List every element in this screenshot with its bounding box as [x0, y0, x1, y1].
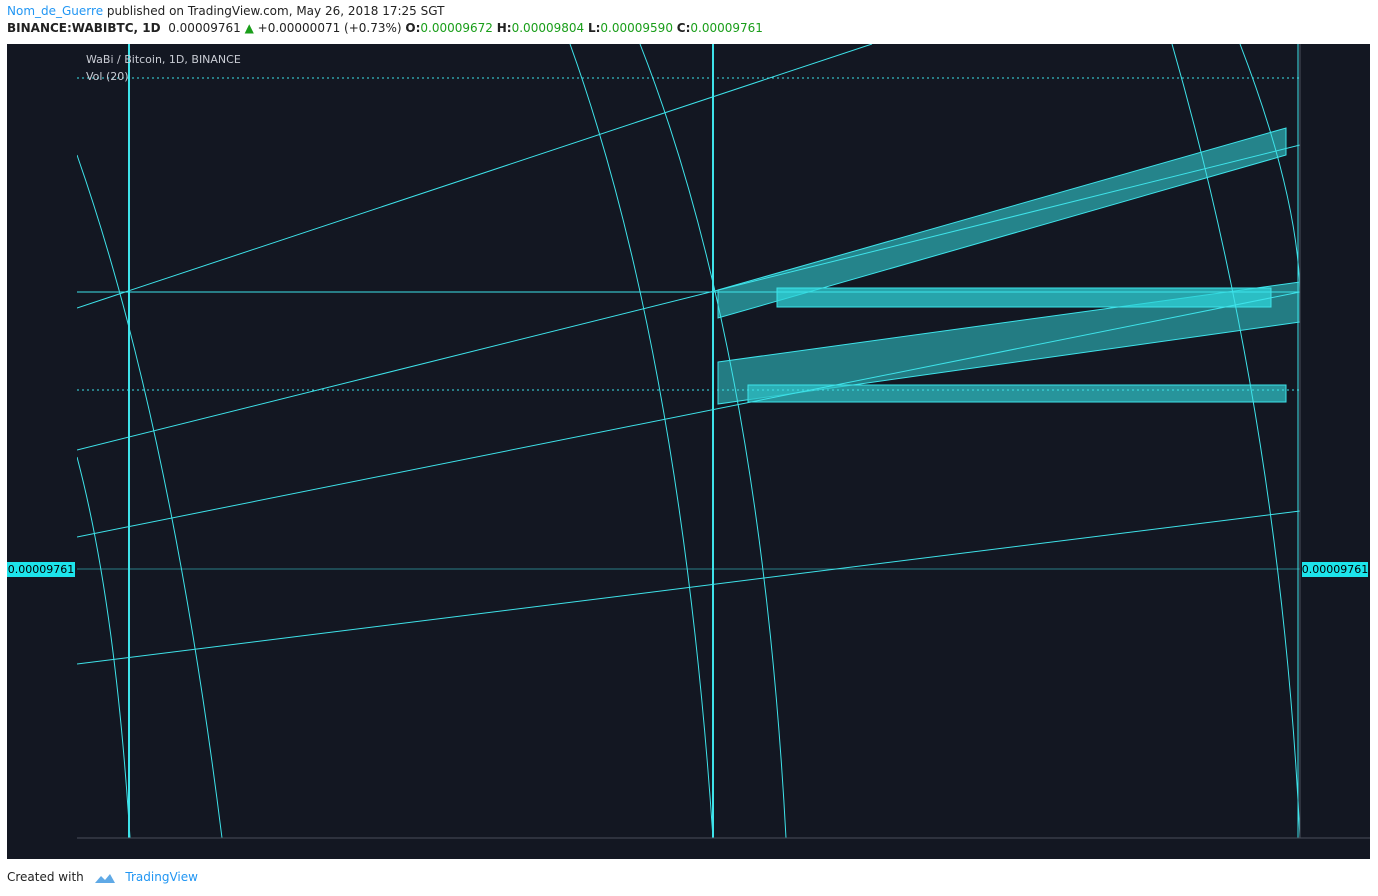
c-label: C: — [676, 21, 691, 35]
h-label: H: — [496, 21, 512, 35]
o-label: O: — [405, 21, 421, 35]
last-price-tag — [7, 562, 75, 577]
symbol: BINANCE:WABIBTC, 1D — [7, 21, 161, 35]
footer: Created with TradingView — [7, 870, 198, 884]
symbol-line: BINANCE:WABIBTC, 1D 0.00009761 ▲ +0.0000… — [7, 20, 763, 37]
trend-line — [77, 510, 1300, 665]
last-price-text: 0.00009761 — [8, 563, 74, 576]
trend-line — [77, 144, 1300, 451]
arc — [1239, 44, 1300, 301]
published-text: published on TradingView.com, May 26, 20… — [106, 4, 445, 18]
channel — [717, 127, 1287, 319]
arc — [569, 44, 714, 838]
arc — [77, 456, 131, 838]
c-value: 0.00009761 — [690, 21, 763, 35]
change: +0.00000071 (+0.73%) — [257, 21, 402, 35]
arc — [1171, 44, 1300, 838]
o-value: 0.00009672 — [420, 21, 493, 35]
last: 0.00009761 — [168, 21, 241, 35]
author-link[interactable]: Nom_de_Guerre — [7, 4, 104, 18]
publish-line: Nom_de_Guerre published on TradingView.c… — [7, 3, 763, 20]
arc — [639, 44, 787, 838]
chart: WaBi / Bitcoin, 1D, BINANCE Vol (20) 0.0… — [7, 44, 1370, 859]
created-text: Created with — [7, 870, 84, 884]
legend-title: WaBi / Bitcoin, 1D, BINANCE — [86, 53, 241, 66]
zone — [776, 287, 1272, 308]
last-price-tag — [1302, 562, 1368, 577]
brand-link[interactable]: TradingView — [125, 870, 198, 884]
trend-line — [77, 44, 873, 309]
last-price-text: 0.00009761 — [1302, 563, 1368, 576]
l-label: L: — [587, 21, 601, 35]
volume-label: Vol (20) — [86, 70, 129, 83]
drawings — [77, 44, 1300, 838]
arrow: ▲ — [244, 21, 254, 35]
header: Nom_de_Guerre published on TradingView.c… — [7, 3, 763, 37]
h-value: 0.00009804 — [511, 21, 585, 35]
logo — [94, 873, 115, 883]
trend-line — [77, 291, 1300, 538]
l-value: 0.00009590 — [600, 21, 673, 35]
arc — [77, 154, 223, 838]
zone — [747, 384, 1287, 403]
